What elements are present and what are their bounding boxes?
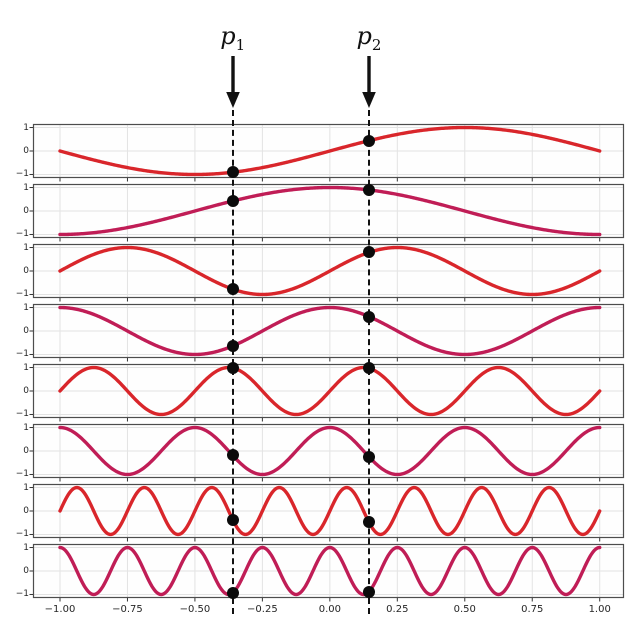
sample-point-dot <box>362 450 375 463</box>
y-tick-label: −1 <box>15 349 29 360</box>
wave-path <box>58 485 602 537</box>
y-tick-label: 1 <box>23 362 29 373</box>
wave-path <box>58 545 602 597</box>
sample-point-dot <box>362 516 375 529</box>
x-tick-label: 0.00 <box>318 604 341 615</box>
wave-plot <box>29 543 625 602</box>
y-tick-label: −1 <box>15 409 29 420</box>
y-tick-label: 0 <box>23 506 29 516</box>
subplot-row: 1 0 −1 <box>0 422 640 482</box>
y-tick-label: 0 <box>23 386 29 396</box>
subplot-row: 1 0 −1 <box>0 302 640 362</box>
y-tick-label: −1 <box>15 169 29 180</box>
y-tick-label: 1 <box>23 422 29 433</box>
down-arrow-icon <box>362 56 376 108</box>
x-tick-label: 0.50 <box>453 604 476 615</box>
wave-plot <box>29 363 625 422</box>
wave-plot <box>29 183 625 242</box>
y-tick-label: −1 <box>15 589 29 600</box>
x-tick-label: 0.75 <box>521 604 544 615</box>
subplot-row: 1 0 −1 <box>0 362 640 422</box>
sample-point-dot <box>362 362 375 375</box>
sample-point-dot <box>226 449 239 462</box>
y-tick-label: 0 <box>23 446 29 456</box>
wave-path <box>58 245 602 297</box>
subplot-row: 1 0 −1 <box>0 122 640 182</box>
wave-plot <box>29 483 625 542</box>
wave-path <box>58 305 602 357</box>
wave-path <box>58 185 602 237</box>
sample-point-dot <box>226 283 239 296</box>
sample-point-dot <box>226 513 239 526</box>
x-tick-label: −0.75 <box>112 604 143 615</box>
wave-path <box>58 125 602 177</box>
y-tick-label: 0 <box>23 266 29 276</box>
y-tick-label: −1 <box>15 229 29 240</box>
x-tick-label: −0.50 <box>179 604 211 615</box>
y-tick-label: 0 <box>23 566 29 576</box>
y-tick-label: 1 <box>23 302 29 313</box>
y-tick-label: 1 <box>23 122 29 133</box>
sample-point-dot <box>362 183 375 196</box>
sample-point-dot <box>226 166 239 179</box>
wave-plot <box>29 243 625 302</box>
x-tick-label: −1.00 <box>44 604 76 615</box>
p2-dashed-line <box>367 110 370 614</box>
sample-point-dot <box>226 586 239 599</box>
y-tick-label: 0 <box>23 146 29 156</box>
y-tick-label: 1 <box>23 542 29 553</box>
subplot-row: 1 0 −1 <box>0 542 640 602</box>
x-tick-label: −0.25 <box>247 604 278 615</box>
y-tick-label: −1 <box>15 289 29 300</box>
x-tick-label: 0.25 <box>386 604 409 615</box>
y-tick-label: 1 <box>23 182 29 193</box>
x-tick-label: 1.00 <box>588 604 611 615</box>
wave-plot <box>29 423 625 482</box>
y-tick-label: 1 <box>23 242 29 253</box>
sample-point-dot <box>226 340 239 353</box>
p2-label: p2 <box>356 22 382 54</box>
sample-point-dot <box>226 361 239 374</box>
sample-point-dot <box>362 310 375 323</box>
y-tick-label: 1 <box>23 482 29 493</box>
x-axis-tick-labels: −1.00 −0.75 −0.50 −0.25 0.00 0.25 0.50 0.75 1.00 <box>0 604 640 618</box>
y-tick-label: −1 <box>15 469 29 480</box>
p1-label: p1 <box>220 22 246 54</box>
wave-path <box>58 365 602 417</box>
subplot-row: 1 0 −1 <box>0 182 640 242</box>
subplot-row: 1 0 −1 <box>0 242 640 302</box>
sample-point-dot <box>362 585 375 598</box>
down-arrow-icon <box>225 56 240 108</box>
sample-point-dot <box>362 246 375 259</box>
wave-plot <box>29 123 625 182</box>
subplot-row: 1 0 −1 <box>0 482 640 542</box>
y-tick-label: 0 <box>23 326 29 336</box>
y-tick-label: −1 <box>15 529 29 540</box>
sample-point-dot <box>226 194 239 207</box>
sample-point-dot <box>362 134 375 147</box>
wave-path <box>58 425 602 477</box>
y-tick-label: 0 <box>23 206 29 216</box>
wave-plot <box>29 303 625 362</box>
